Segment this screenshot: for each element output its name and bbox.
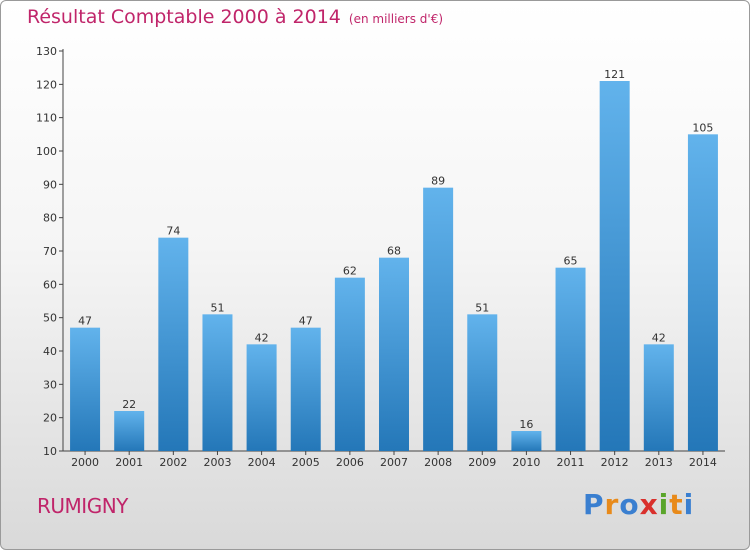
logo-letter: P <box>583 488 605 521</box>
bar-2013 <box>643 344 674 451</box>
y-tick-label: 50 <box>43 312 57 325</box>
y-tick-label: 10 <box>43 445 57 458</box>
x-tick-label-2004: 2004 <box>248 456 276 469</box>
data-label-2004: 42 <box>255 331 269 344</box>
proxiti-logo: Proxiti <box>583 488 694 521</box>
x-tick-label-2006: 2006 <box>336 456 364 469</box>
y-tick-label: 60 <box>43 278 57 291</box>
y-tick-label: 40 <box>43 345 57 358</box>
data-label-2011: 65 <box>564 255 578 268</box>
data-label-2008: 89 <box>431 175 445 188</box>
data-label-2005: 47 <box>299 315 313 328</box>
y-tick-label: 30 <box>43 378 57 391</box>
data-label-2012: 121 <box>604 68 625 81</box>
y-tick-label: 100 <box>36 145 57 158</box>
bar-2009 <box>467 314 498 451</box>
bar-2002 <box>158 237 189 451</box>
bar-2000 <box>70 327 101 451</box>
x-tick-label-2012: 2012 <box>601 456 629 469</box>
logo-letter: t <box>669 488 684 521</box>
data-label-2013: 42 <box>652 331 666 344</box>
bar-2006 <box>334 277 365 451</box>
bar-2010 <box>511 431 542 451</box>
commune-name: RUMIGNY <box>37 494 128 518</box>
x-tick-label-2010: 2010 <box>512 456 540 469</box>
bar-2011 <box>555 267 586 451</box>
bar-2003 <box>202 314 233 451</box>
data-label-2010: 16 <box>519 418 533 431</box>
y-tick-label: 120 <box>36 78 57 91</box>
x-tick-label-2002: 2002 <box>159 456 187 469</box>
data-label-2014: 105 <box>692 121 713 134</box>
x-tick-label-2011: 2011 <box>557 456 585 469</box>
y-tick-label: 80 <box>43 212 57 225</box>
title-text: Résultat Comptable 2000 à 2014 <box>27 6 341 28</box>
bar-2007 <box>379 257 409 451</box>
data-label-2000: 47 <box>78 315 92 328</box>
data-label-2003: 51 <box>210 301 224 314</box>
title-unit: (en milliers d'€) <box>348 12 444 26</box>
bar-2001 <box>114 411 145 451</box>
data-label-2002: 74 <box>166 225 180 238</box>
y-tick-label: 130 <box>36 45 57 58</box>
x-tick-label-2000: 2000 <box>71 456 99 469</box>
data-label-2001: 22 <box>122 398 136 411</box>
x-tick-label-2014: 2014 <box>689 456 717 469</box>
logo-letter: i <box>658 488 670 521</box>
data-label-2009: 51 <box>475 301 489 314</box>
bar-2014 <box>687 134 718 452</box>
data-label-2007: 68 <box>387 245 401 258</box>
logo-letter: r <box>604 488 620 521</box>
y-tick-label: 20 <box>43 412 57 425</box>
bar-2005 <box>290 327 321 451</box>
bar-2008 <box>423 187 454 451</box>
y-tick-label: 90 <box>43 178 57 191</box>
logo-letter: i <box>683 488 695 521</box>
x-tick-label-2003: 2003 <box>203 456 231 469</box>
logo-letter: o <box>619 488 640 521</box>
x-tick-label-2008: 2008 <box>424 456 452 469</box>
bar-2004 <box>246 344 277 451</box>
x-tick-label-2009: 2009 <box>468 456 496 469</box>
x-tick-label-2001: 2001 <box>115 456 143 469</box>
x-tick-label-2013: 2013 <box>645 456 673 469</box>
y-tick-label: 70 <box>43 245 57 258</box>
data-label-2006: 62 <box>343 265 357 278</box>
chart-title: Résultat Comptable 2000 à 2014 (en millie… <box>27 6 443 28</box>
logo-letter: x <box>639 488 659 521</box>
bar-2012 <box>599 81 630 451</box>
x-tick-label-2007: 2007 <box>380 456 408 469</box>
x-tick-label-2005: 2005 <box>292 456 320 469</box>
y-tick-label: 110 <box>36 112 57 125</box>
